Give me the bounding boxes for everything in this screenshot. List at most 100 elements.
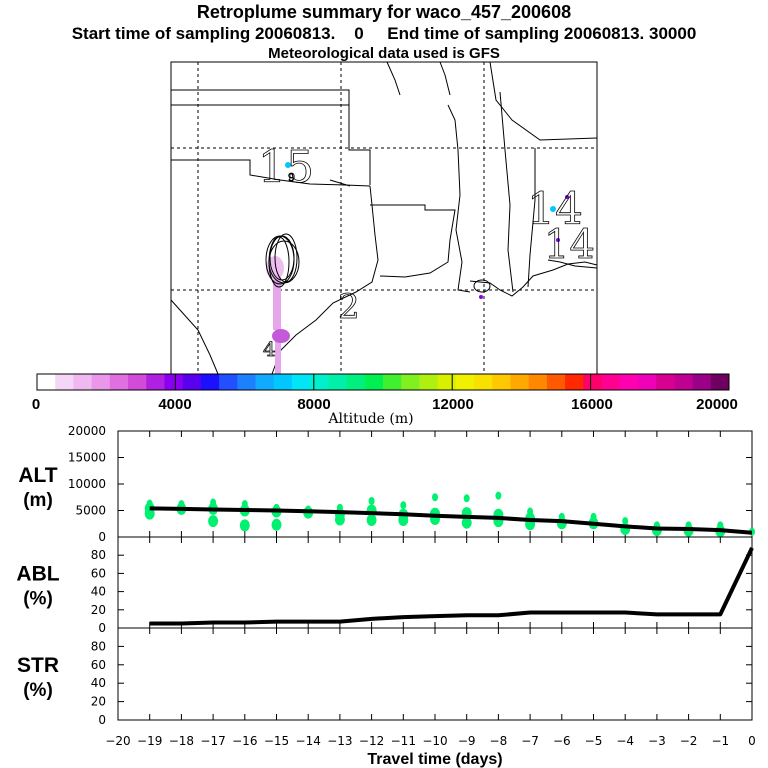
colorbar-swatch <box>55 374 74 390</box>
y-tick-label: 0 <box>98 713 106 727</box>
colorbar-swatch <box>637 374 657 390</box>
y-tick-label: 60 <box>91 566 106 580</box>
colorbar-swatch <box>546 374 566 390</box>
x-tick-label: −6 <box>553 734 571 748</box>
panel-ylabel-top: STR <box>17 654 59 677</box>
colorbar-swatch <box>237 374 257 390</box>
y-tick-label: 40 <box>91 585 106 599</box>
y-tick-label: 80 <box>91 548 106 562</box>
altitude-colorbar <box>36 373 730 391</box>
scatter-point <box>368 496 375 505</box>
panel-ylabel-top: ALT <box>18 464 57 487</box>
colorbar-swatch <box>273 374 293 390</box>
x-tick-label: −1 <box>711 734 729 748</box>
colorbar-swatch <box>710 374 730 390</box>
map-gridlines <box>171 62 597 374</box>
x-tick-label: −5 <box>585 734 603 748</box>
colorbar-swatch <box>601 374 621 390</box>
colorbar-swatch <box>692 374 712 390</box>
colorbar-swatch <box>474 374 493 390</box>
x-tick-label: −7 <box>521 734 539 748</box>
day-label-4: 4 <box>263 337 276 361</box>
x-tick-label: −2 <box>680 734 698 748</box>
colorbar-swatch <box>310 374 329 390</box>
scatter-point <box>622 517 629 526</box>
panel-ylabel-bottom: (%) <box>23 589 53 610</box>
day-label-14-a: 14 <box>527 184 583 235</box>
series-line <box>149 547 754 626</box>
colorbar-swatch <box>364 374 384 390</box>
colorbar-swatch <box>146 374 165 390</box>
y-tick-label: 15000 <box>68 451 106 465</box>
colorbar-swatch <box>91 374 111 390</box>
panel-ylabel-top: ABL <box>16 563 59 586</box>
plume-loops <box>265 233 491 293</box>
scatter-point <box>463 494 470 503</box>
colorbar-swatch <box>346 374 366 390</box>
colorbar-frame <box>36 373 730 391</box>
colorbar-swatch <box>401 374 420 390</box>
x-tick-label: −3 <box>648 734 666 748</box>
colorbar-swatch <box>455 374 475 390</box>
x-tick-label: −20 <box>105 734 130 748</box>
time-series-panels: 0 5000 10000 15000 20000 ALT (m) 0 20 40 60 80 ABL (%… <box>16 424 755 768</box>
colorbar-swatch <box>73 374 93 390</box>
colorbar-tick-20000: 20000 <box>696 396 738 413</box>
x-tick-label: −13 <box>327 734 352 748</box>
x-tick-label: −15 <box>264 734 289 748</box>
panel-ylabel-bottom: (m) <box>23 490 53 511</box>
x-tick-label: −12 <box>359 734 384 748</box>
scatter-point <box>208 515 219 528</box>
colorbar-swatch <box>674 374 694 390</box>
colorbar-swatch <box>437 374 457 390</box>
colorbar-tick-16000: 16000 <box>571 396 613 413</box>
colorbar-tick-8000: 8000 <box>297 396 330 413</box>
day-label-14-b: 14 <box>544 222 595 268</box>
scatter-point <box>495 491 502 500</box>
colorbar-swatch <box>583 374 603 390</box>
colorbar-swatch <box>291 374 311 390</box>
colorbar-tick-0: 0 <box>32 396 40 413</box>
colorbar-swatch <box>109 374 129 390</box>
panel-frame <box>117 627 753 721</box>
hour-label-9: 9 <box>288 171 295 184</box>
colorbar-swatch <box>419 374 439 390</box>
map-panel: 15 14 14 2 4 9 <box>170 61 598 375</box>
colorbar-swatch <box>182 374 202 390</box>
series-line <box>149 506 753 535</box>
scatter-point <box>432 493 438 502</box>
x-tick-label: −18 <box>169 734 194 748</box>
colorbar-swatch <box>492 374 511 390</box>
scatter-point <box>461 516 472 529</box>
colorbar-axis-label: Altitude (m) <box>327 411 413 427</box>
x-tick-label: −16 <box>232 734 257 748</box>
colorbar-swatch <box>528 374 548 390</box>
panel-alt: 0 5000 10000 15000 20000 ALT (m) <box>18 424 755 544</box>
colorbar-tick-12000: 12000 <box>432 396 474 413</box>
colorbar-swatch <box>328 374 348 390</box>
colorbar-swatch <box>200 374 220 390</box>
colorbar-swatch <box>219 374 238 390</box>
x-tick-label: 0 <box>748 734 756 748</box>
day-label-15: 15 <box>258 142 314 193</box>
panel-abl: 0 20 40 60 80 ABL (%) <box>16 536 754 635</box>
scatter-point <box>271 518 282 531</box>
colorbar-swatch <box>128 374 147 390</box>
scatter-point <box>398 514 409 527</box>
panel-ylabel-bottom: (%) <box>23 680 53 701</box>
chart-title: Retroplume summary for waco_457_200608 <box>196 2 572 22</box>
y-tick-label: 20 <box>91 603 106 617</box>
y-tick-label: 60 <box>91 658 106 672</box>
scatter-point <box>334 513 345 526</box>
x-tick-label: −10 <box>422 734 447 748</box>
x-tick-label: −8 <box>490 734 508 748</box>
x-tick-label: −4 <box>616 734 634 748</box>
colorbar-swatch <box>255 374 275 390</box>
colorbar-swatch <box>383 374 402 390</box>
y-tick-label: 40 <box>91 676 106 690</box>
y-tick-label: 80 <box>91 639 106 653</box>
colorbar-swatch <box>565 374 584 390</box>
colorbar-swatch <box>164 374 184 390</box>
colorbar-swatch <box>619 374 639 390</box>
